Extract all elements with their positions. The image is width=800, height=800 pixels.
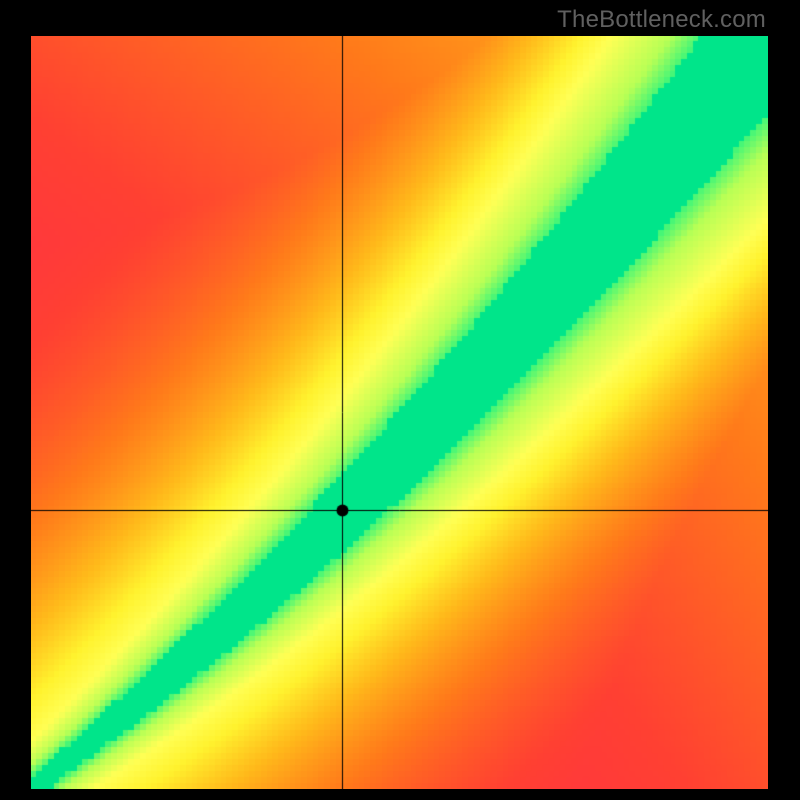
heatmap-canvas — [31, 36, 768, 789]
plot-area — [31, 36, 768, 789]
outer-frame: TheBottleneck.com — [0, 0, 800, 800]
watermark-text: TheBottleneck.com — [557, 6, 766, 34]
